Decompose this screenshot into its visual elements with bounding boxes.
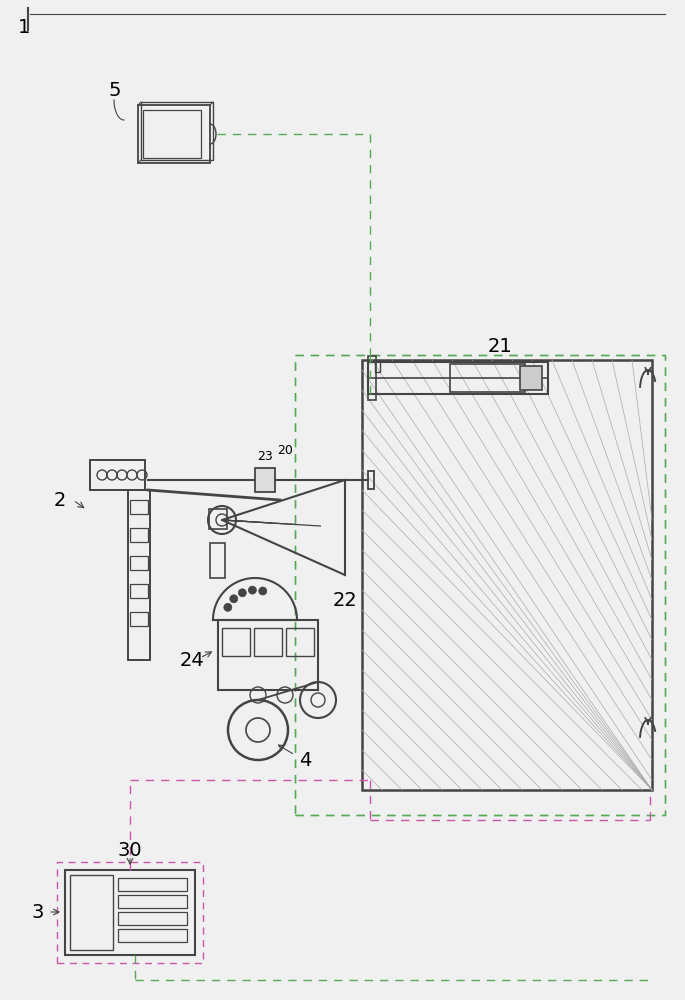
Text: 3: 3 bbox=[32, 902, 45, 922]
Bar bbox=[70, 875, 113, 950]
Bar bbox=[118, 878, 187, 891]
Bar bbox=[143, 110, 201, 158]
Text: 21: 21 bbox=[488, 338, 512, 357]
Bar bbox=[65, 870, 195, 955]
Bar bbox=[138, 105, 210, 163]
Bar bbox=[130, 556, 148, 570]
Text: 22: 22 bbox=[333, 590, 358, 609]
Bar bbox=[141, 102, 213, 160]
Text: 4: 4 bbox=[299, 750, 311, 770]
Text: 1: 1 bbox=[18, 18, 30, 37]
Bar bbox=[209, 509, 227, 529]
Bar bbox=[130, 500, 148, 514]
Circle shape bbox=[238, 589, 247, 597]
Circle shape bbox=[249, 586, 256, 594]
Bar bbox=[255, 468, 275, 492]
Bar bbox=[254, 628, 282, 656]
Bar bbox=[295, 355, 665, 815]
Bar bbox=[90, 460, 145, 490]
Bar bbox=[375, 360, 380, 372]
Text: 23: 23 bbox=[257, 450, 273, 462]
Bar bbox=[130, 584, 148, 598]
Text: 30: 30 bbox=[118, 840, 142, 859]
Circle shape bbox=[259, 587, 266, 595]
Text: 5: 5 bbox=[109, 81, 121, 100]
Bar bbox=[118, 895, 187, 908]
Text: 24: 24 bbox=[179, 650, 204, 670]
Bar bbox=[368, 356, 376, 400]
Text: 2: 2 bbox=[54, 490, 66, 510]
Bar bbox=[295, 355, 665, 815]
Bar bbox=[368, 362, 548, 394]
Bar bbox=[130, 528, 148, 542]
Bar bbox=[118, 912, 187, 925]
Bar bbox=[222, 628, 250, 656]
Bar bbox=[362, 360, 652, 790]
Bar bbox=[128, 490, 150, 660]
Bar bbox=[368, 471, 374, 489]
Text: 20: 20 bbox=[277, 444, 293, 456]
Bar bbox=[130, 612, 148, 626]
Bar bbox=[520, 366, 542, 390]
Bar bbox=[118, 929, 187, 942]
Circle shape bbox=[229, 595, 238, 603]
Bar bbox=[57, 862, 203, 963]
Bar bbox=[218, 620, 318, 690]
Bar bbox=[450, 364, 525, 392]
Circle shape bbox=[224, 603, 232, 611]
Bar bbox=[286, 628, 314, 656]
Bar bbox=[210, 543, 225, 578]
